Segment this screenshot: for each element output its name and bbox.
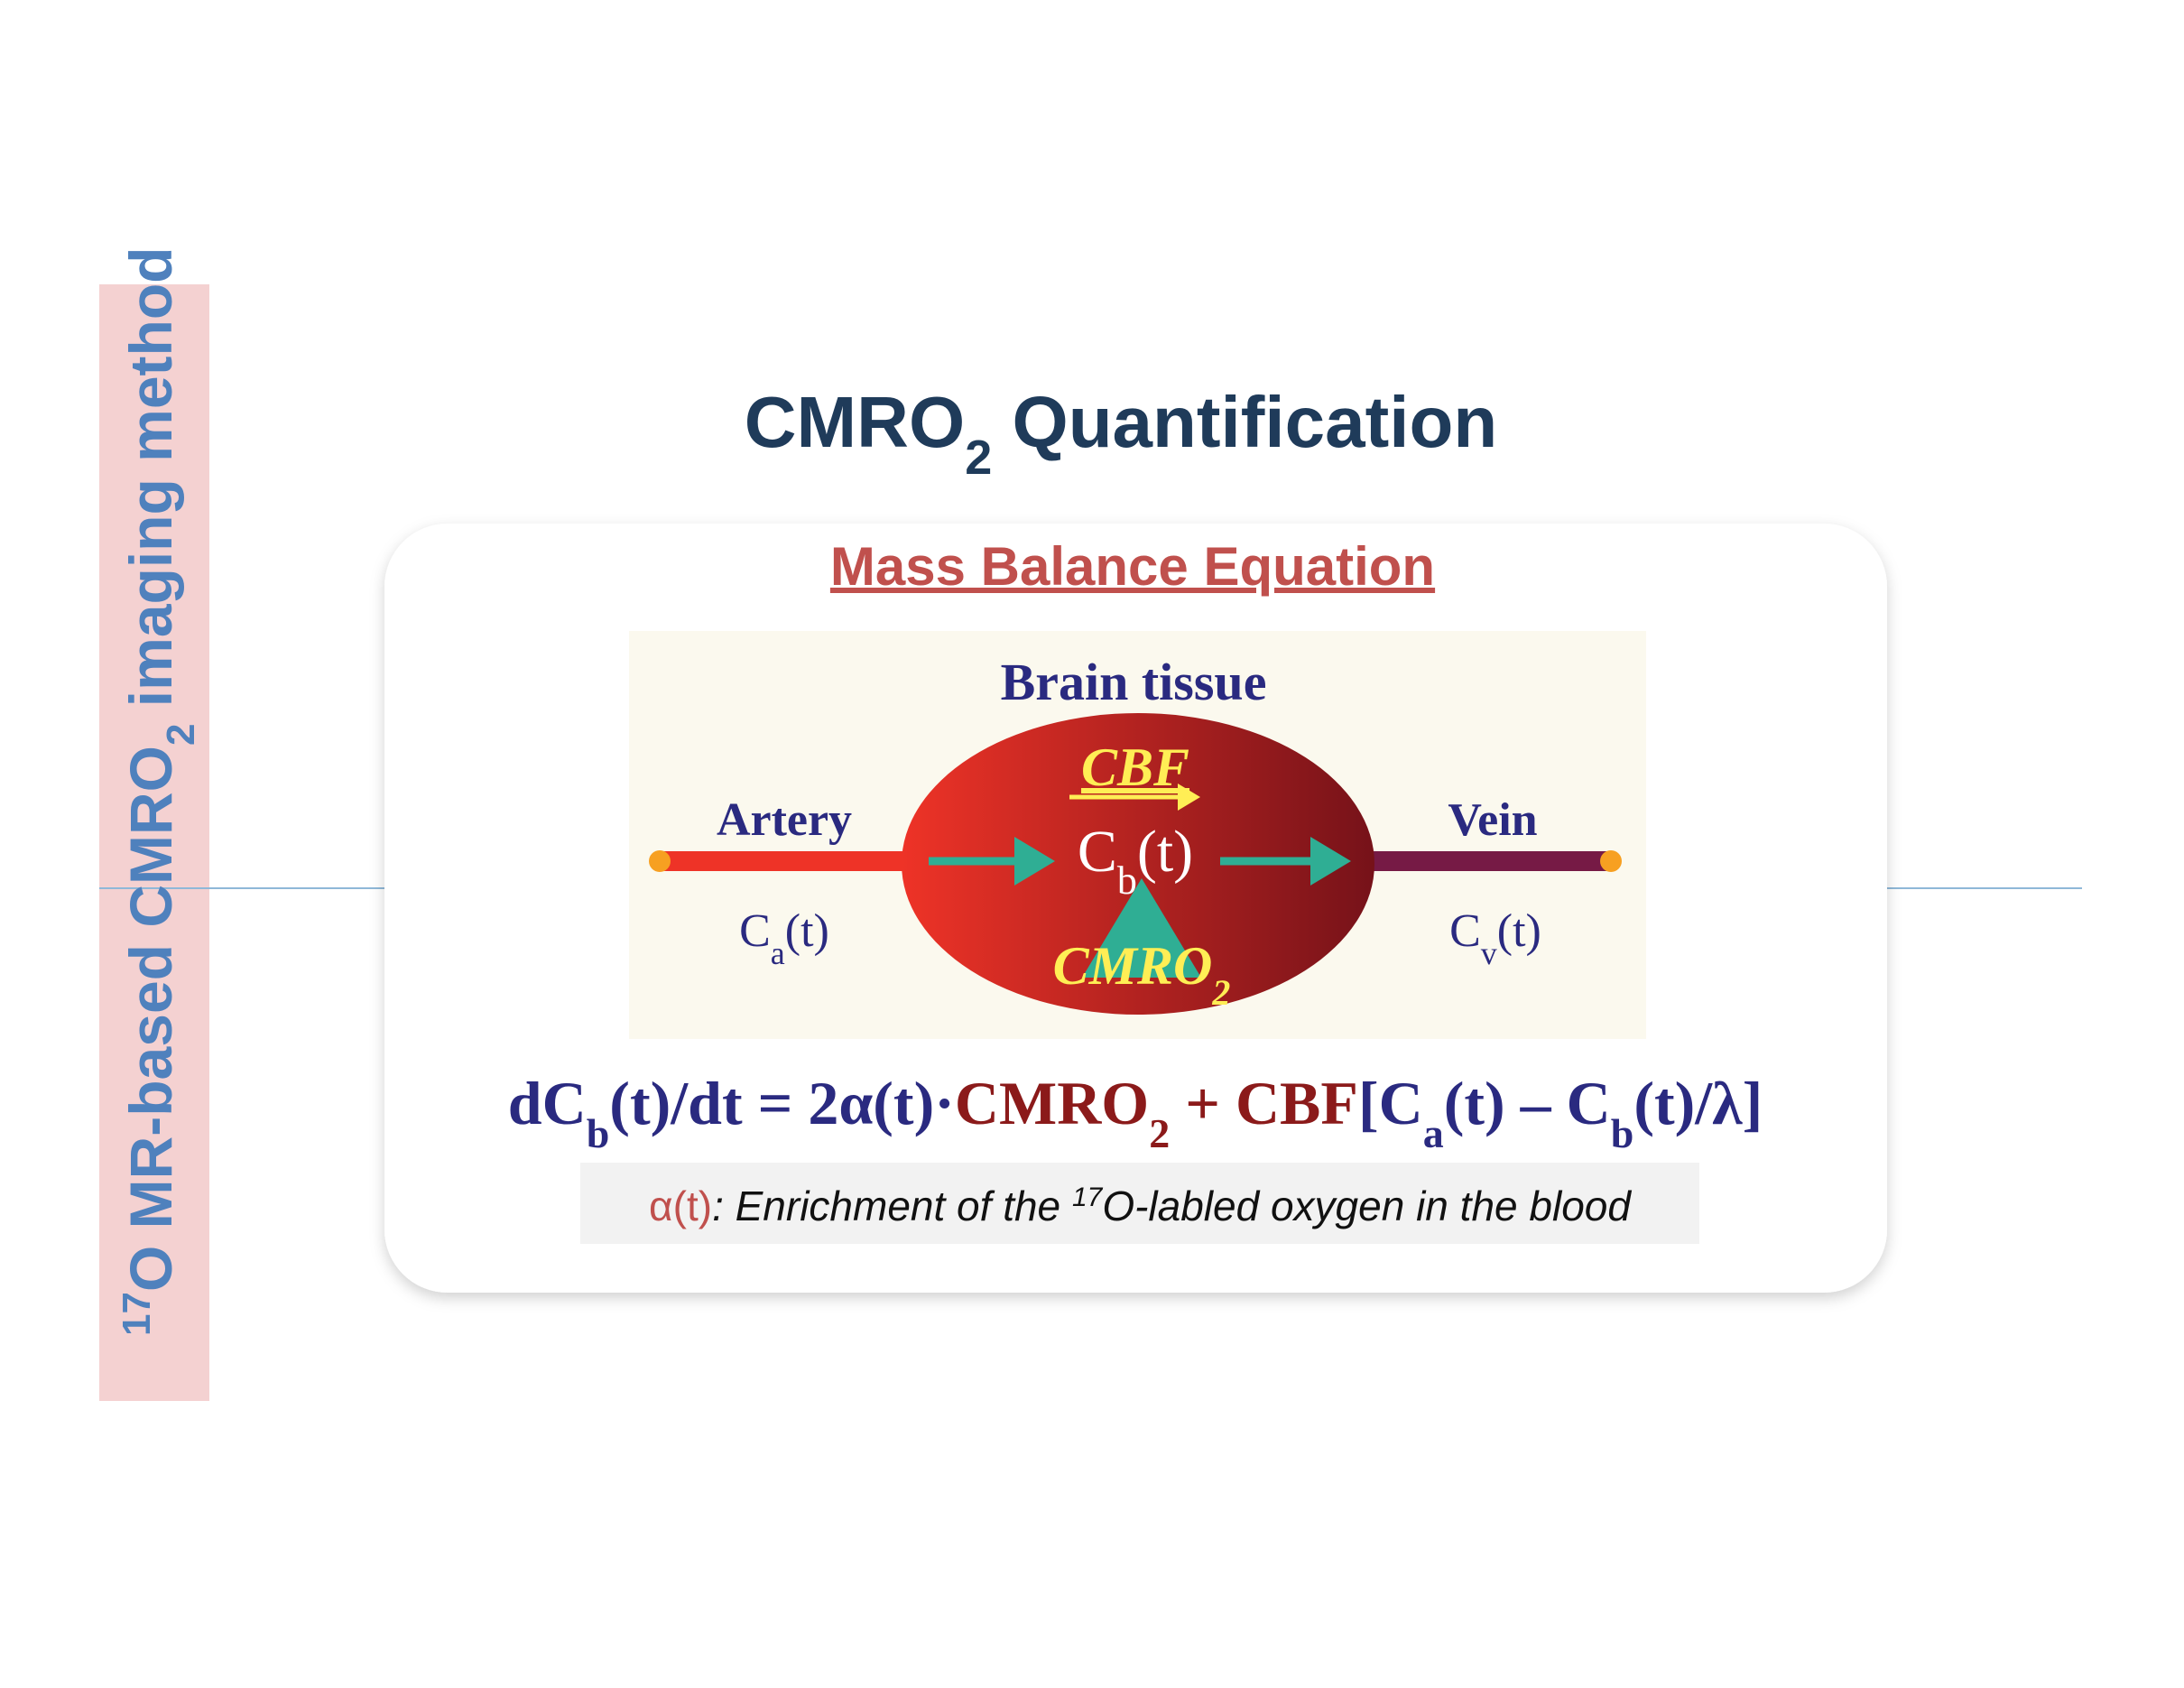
text-part: CMRO (955, 1069, 1149, 1137)
text-part: (t) (785, 905, 829, 957)
text-part: CMRO (1053, 936, 1213, 996)
cb-label: Cb(t) (1078, 819, 1193, 903)
text-part: C (739, 905, 771, 957)
subscript: 2 (965, 431, 992, 485)
footnote-box (580, 1163, 1699, 1244)
subscript: b (1117, 858, 1137, 903)
brain-tissue (902, 713, 1374, 1015)
text-part: Quantification (992, 382, 1497, 462)
text-part: + CBF (1170, 1069, 1358, 1137)
subscript: v (1481, 935, 1497, 971)
text-part: O MR-based CMRO (117, 746, 184, 1292)
text-part: (t) (1497, 905, 1541, 957)
text-part: (t) (1137, 819, 1193, 885)
text-part: CMRO (745, 382, 965, 462)
superscript: 17 (1072, 1183, 1104, 1212)
text-part: O-labled oxygen in the blood (1102, 1183, 1632, 1229)
subtitle: Mass Balance Equation (830, 536, 1435, 597)
artery-label: Artery (717, 794, 852, 846)
text-part: [C (1358, 1069, 1423, 1137)
vein-end (1600, 850, 1622, 872)
subscript: a (771, 935, 785, 971)
ca-label: Ca(t) (739, 905, 829, 971)
text-part: dC (508, 1069, 587, 1137)
text-part: C (1449, 905, 1481, 957)
cv-label: Cv(t) (1449, 905, 1541, 971)
footnote: α(t): Enrichment of the 17O-labled oxyge… (649, 1183, 1632, 1230)
text-part: C (1078, 819, 1117, 885)
sidebar-text: 17O MR-based CMRO2 imaging method (115, 247, 203, 1336)
tissue-label: Brain tissue (1001, 653, 1267, 711)
artery-end (649, 850, 671, 872)
text-part: (t)/dt = 2α(t)· (609, 1069, 955, 1137)
subscript: a (1423, 1110, 1444, 1156)
cmro2-label: CMRO2 (1053, 936, 1231, 1013)
text-part: α(t) (649, 1183, 712, 1229)
subscript: 2 (1149, 1110, 1170, 1156)
text-part: : Enrichment of the (712, 1183, 1072, 1229)
vein-label: Vein (1448, 794, 1537, 846)
text-part: (t) – C (1444, 1069, 1611, 1137)
equation: dCb(t)/dt = 2α(t)·CMRO2 + CBF[Ca(t) – Cb… (508, 1069, 1763, 1156)
text-part: imaging method (117, 247, 184, 724)
text-part: (t)/λ] (1633, 1069, 1763, 1137)
subscript: b (1611, 1110, 1634, 1156)
subscript: 2 (1211, 972, 1230, 1013)
cbf-label: CBF (1081, 737, 1189, 797)
slide-title: CMRO2 Quantification (745, 382, 1497, 485)
subscript: 2 (159, 724, 203, 746)
sidebar-band (99, 284, 209, 1401)
superscript: 17 (115, 1292, 159, 1336)
subscript: b (587, 1110, 610, 1156)
